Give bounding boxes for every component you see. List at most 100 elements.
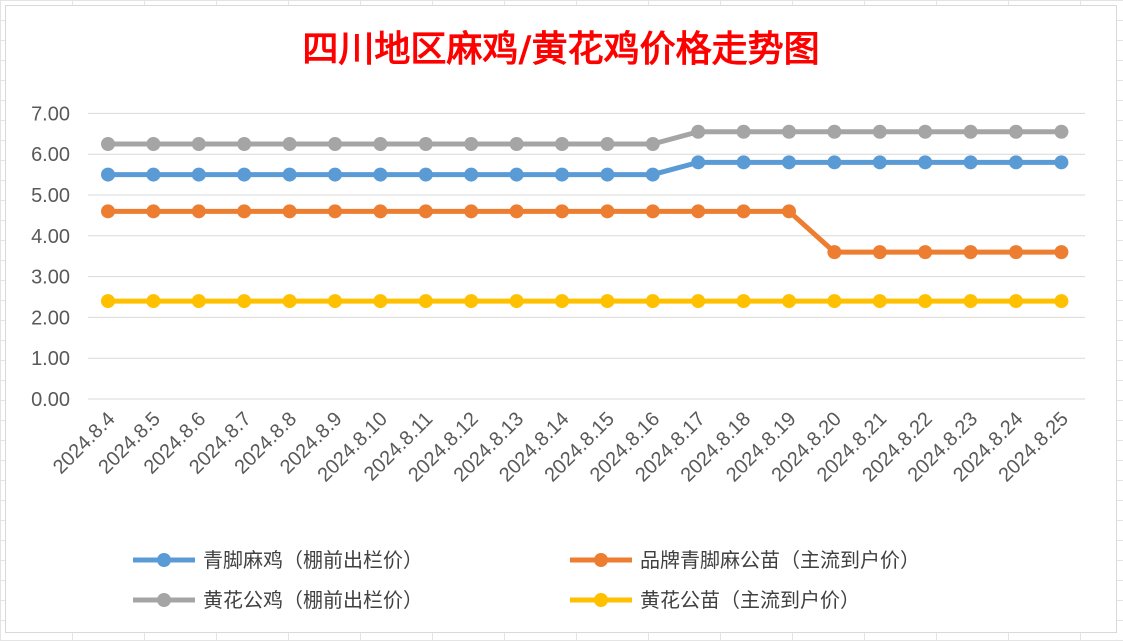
y-tick-label: 6.00 — [31, 144, 70, 166]
data-point — [872, 294, 887, 309]
data-point — [418, 137, 433, 151]
data-point — [555, 137, 569, 151]
data-point — [418, 294, 433, 309]
series-line — [108, 159, 1062, 178]
data-point — [963, 155, 978, 170]
legend-swatch-marker — [594, 553, 608, 567]
legend-swatch-marker — [157, 553, 171, 567]
data-point — [872, 155, 887, 170]
y-tick-label: 0.00 — [31, 389, 70, 411]
data-point — [1009, 155, 1023, 170]
data-point — [373, 167, 388, 182]
y-tick-label: 3.00 — [31, 267, 70, 289]
data-point — [918, 294, 933, 309]
data-point — [782, 294, 796, 309]
data-point — [691, 124, 706, 139]
data-point — [827, 245, 842, 260]
data-point — [191, 167, 206, 182]
data-point — [282, 294, 297, 309]
legend[interactable]: 青脚麻鸡（棚前出栏价） 品牌青脚麻公苗（主流到户价） 黄花公鸡（棚前出栏价） 黄花公苗… — [133, 548, 920, 612]
data-point — [918, 124, 933, 139]
data-point — [464, 137, 479, 151]
data-point — [509, 137, 524, 151]
series-lines — [101, 124, 1069, 309]
data-point — [282, 167, 297, 182]
data-point — [328, 137, 342, 151]
y-tick-label: 5.00 — [31, 185, 70, 207]
data-point — [373, 204, 388, 219]
data-point — [827, 294, 842, 309]
data-point — [691, 155, 706, 170]
data-point — [963, 294, 978, 309]
series-line — [108, 129, 1062, 147]
data-point — [191, 137, 206, 151]
data-point — [645, 137, 660, 151]
data-point — [1054, 245, 1069, 260]
legend-item[interactable]: 黄花公苗（主流到户价） — [570, 588, 860, 612]
data-point — [464, 204, 479, 219]
legend-item[interactable]: 青脚麻鸡（棚前出栏价） — [133, 548, 423, 572]
data-point — [282, 137, 297, 151]
data-point — [872, 245, 887, 260]
y-axis-ticks: 0.00 1.00 2.00 3.00 4.00 5.00 6.00 7.00 — [31, 103, 70, 411]
gridlines — [88, 112, 1085, 400]
data-point — [373, 137, 388, 151]
data-point — [555, 204, 569, 219]
data-point — [645, 204, 660, 219]
legend-swatch-marker — [594, 593, 608, 607]
data-point — [509, 204, 524, 219]
legend-item[interactable]: 黄花公鸡（棚前出栏价） — [133, 588, 423, 612]
data-point — [736, 124, 751, 139]
data-point — [237, 167, 252, 182]
data-point — [645, 167, 660, 182]
legend-swatch-marker — [157, 593, 171, 607]
chart-area[interactable] — [5, 5, 1117, 633]
data-point — [101, 137, 115, 151]
y-tick-label: 1.00 — [31, 348, 70, 370]
data-point — [191, 294, 206, 309]
data-point — [418, 167, 433, 182]
data-point — [782, 155, 796, 170]
series-3 — [101, 294, 1069, 309]
data-point — [600, 137, 615, 151]
data-point — [509, 294, 524, 309]
data-point — [328, 204, 342, 219]
series-1 — [101, 204, 1069, 260]
legend-item[interactable]: 品牌青脚麻公苗（主流到户价） — [570, 548, 920, 572]
data-point — [101, 167, 115, 182]
data-point — [918, 155, 933, 170]
data-point — [237, 294, 252, 309]
series-2 — [101, 124, 1069, 151]
data-point — [418, 204, 433, 219]
series-line — [108, 208, 1062, 255]
data-point — [645, 294, 660, 309]
data-point — [328, 167, 342, 182]
data-point — [827, 124, 842, 139]
chart-title: 四川地区麻鸡/黄花鸡价格走势图 — [302, 29, 819, 70]
data-point — [464, 294, 479, 309]
y-tick-label: 2.00 — [31, 307, 70, 329]
data-point — [1054, 294, 1069, 309]
data-point — [1054, 124, 1069, 139]
data-point — [328, 294, 342, 309]
legend-label: 黄花公苗（主流到户价） — [640, 588, 860, 612]
y-tick-label: 4.00 — [31, 226, 70, 248]
data-point — [691, 294, 706, 309]
data-point — [918, 245, 933, 260]
data-point — [736, 155, 751, 170]
data-point — [1054, 155, 1069, 170]
data-point — [555, 294, 569, 309]
data-point — [464, 167, 479, 182]
data-point — [101, 294, 115, 309]
data-point — [600, 167, 615, 182]
data-point — [146, 137, 161, 151]
y-tick-label: 7.00 — [31, 103, 70, 125]
data-point — [963, 245, 978, 260]
data-point — [191, 204, 206, 219]
data-point — [146, 204, 161, 219]
data-point — [1009, 124, 1023, 139]
data-point — [827, 155, 842, 170]
data-point — [736, 204, 751, 219]
data-point — [373, 294, 388, 309]
